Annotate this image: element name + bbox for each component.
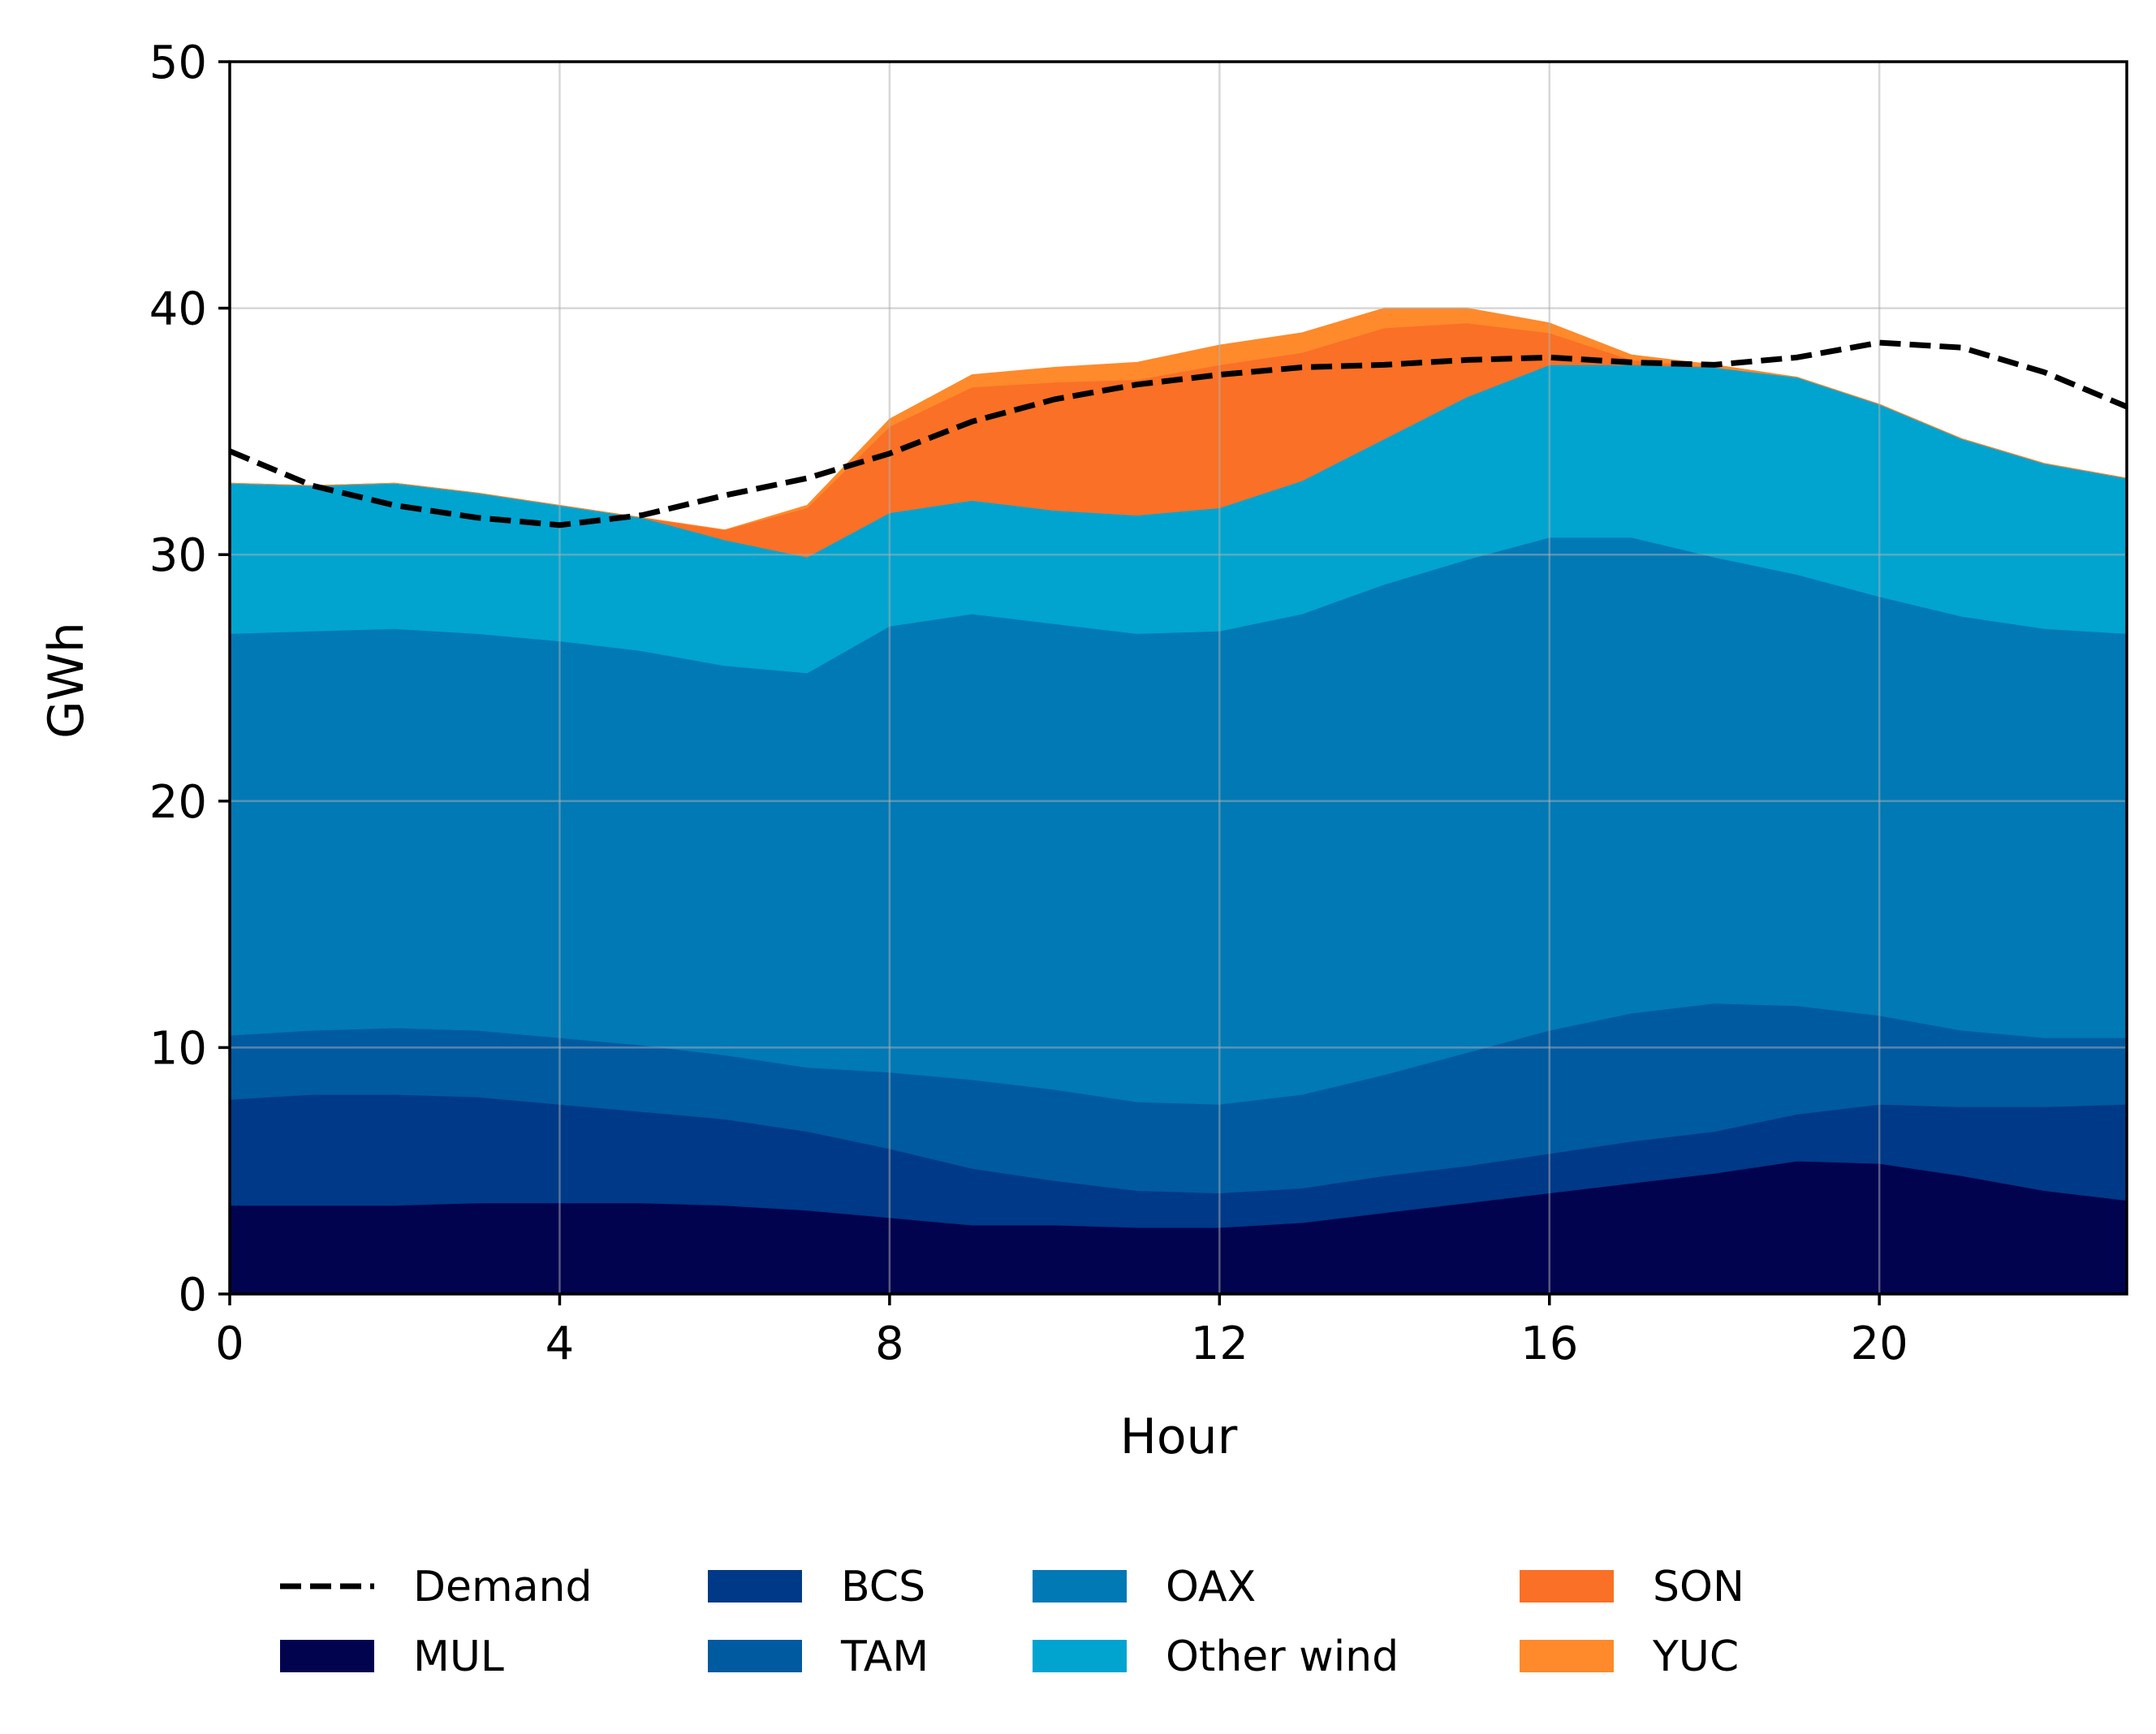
legend-label: Demand [413,1563,593,1611]
y-tick-label: 50 [149,37,207,89]
legend-label: SON [1653,1563,1744,1611]
legend-swatch [708,1570,802,1602]
legend-swatch [280,1640,374,1672]
legend: Demand MUL BCS TAM OAX Other wind SON YUC [280,1563,1744,1681]
x-tick-label: 4 [545,1318,575,1370]
legend-swatch [1033,1570,1127,1602]
legend-swatch [708,1640,802,1672]
x-axis-label: Hour [1120,1408,1238,1465]
plot-border [228,60,2128,1296]
legend-label: TAM [840,1633,929,1681]
tick-layer: 0 4 8 12 16 20 0 10 20 30 40 50 [149,37,1908,1370]
legend-swatch [1033,1640,1127,1672]
x-tick-label: 0 [215,1318,244,1370]
legend-label: MUL [413,1633,504,1681]
y-tick-label: 30 [149,529,207,582]
x-tick-label: 12 [1191,1318,1248,1370]
y-tick-label: 40 [149,283,207,336]
y-tick-label: 0 [178,1269,207,1322]
legend-item-mul: MUL [280,1633,504,1681]
x-tick-label: 20 [1851,1318,1908,1370]
legend-swatch [1520,1570,1614,1602]
legend-label: Other wind [1166,1633,1399,1681]
y-tick-label: 10 [149,1022,207,1075]
legend-label: BCS [841,1563,925,1611]
y-axis-label: GWh [38,622,95,739]
legend-item-son: SON [1520,1563,1744,1611]
x-tick-label: 8 [875,1318,904,1370]
legend-item-other-wind: Other wind [1033,1633,1399,1681]
legend-swatch [1520,1640,1614,1672]
legend-item-tam: TAM [708,1633,929,1681]
legend-label: YUC [1652,1633,1739,1681]
demand-line [228,339,2128,528]
area-series-layer [229,308,2128,1295]
legend-item-oax: OAX [1033,1563,1256,1611]
y-tick-label: 20 [149,776,207,829]
legend-item-demand: Demand [280,1563,593,1611]
plot-frame [228,60,2128,1296]
legend-label: OAX [1166,1563,1256,1611]
x-tick-label: 16 [1520,1318,1578,1370]
legend-item-bcs: BCS [708,1563,925,1611]
demand-line-layer [228,339,2128,528]
legend-item-yuc: YUC [1520,1633,1739,1681]
